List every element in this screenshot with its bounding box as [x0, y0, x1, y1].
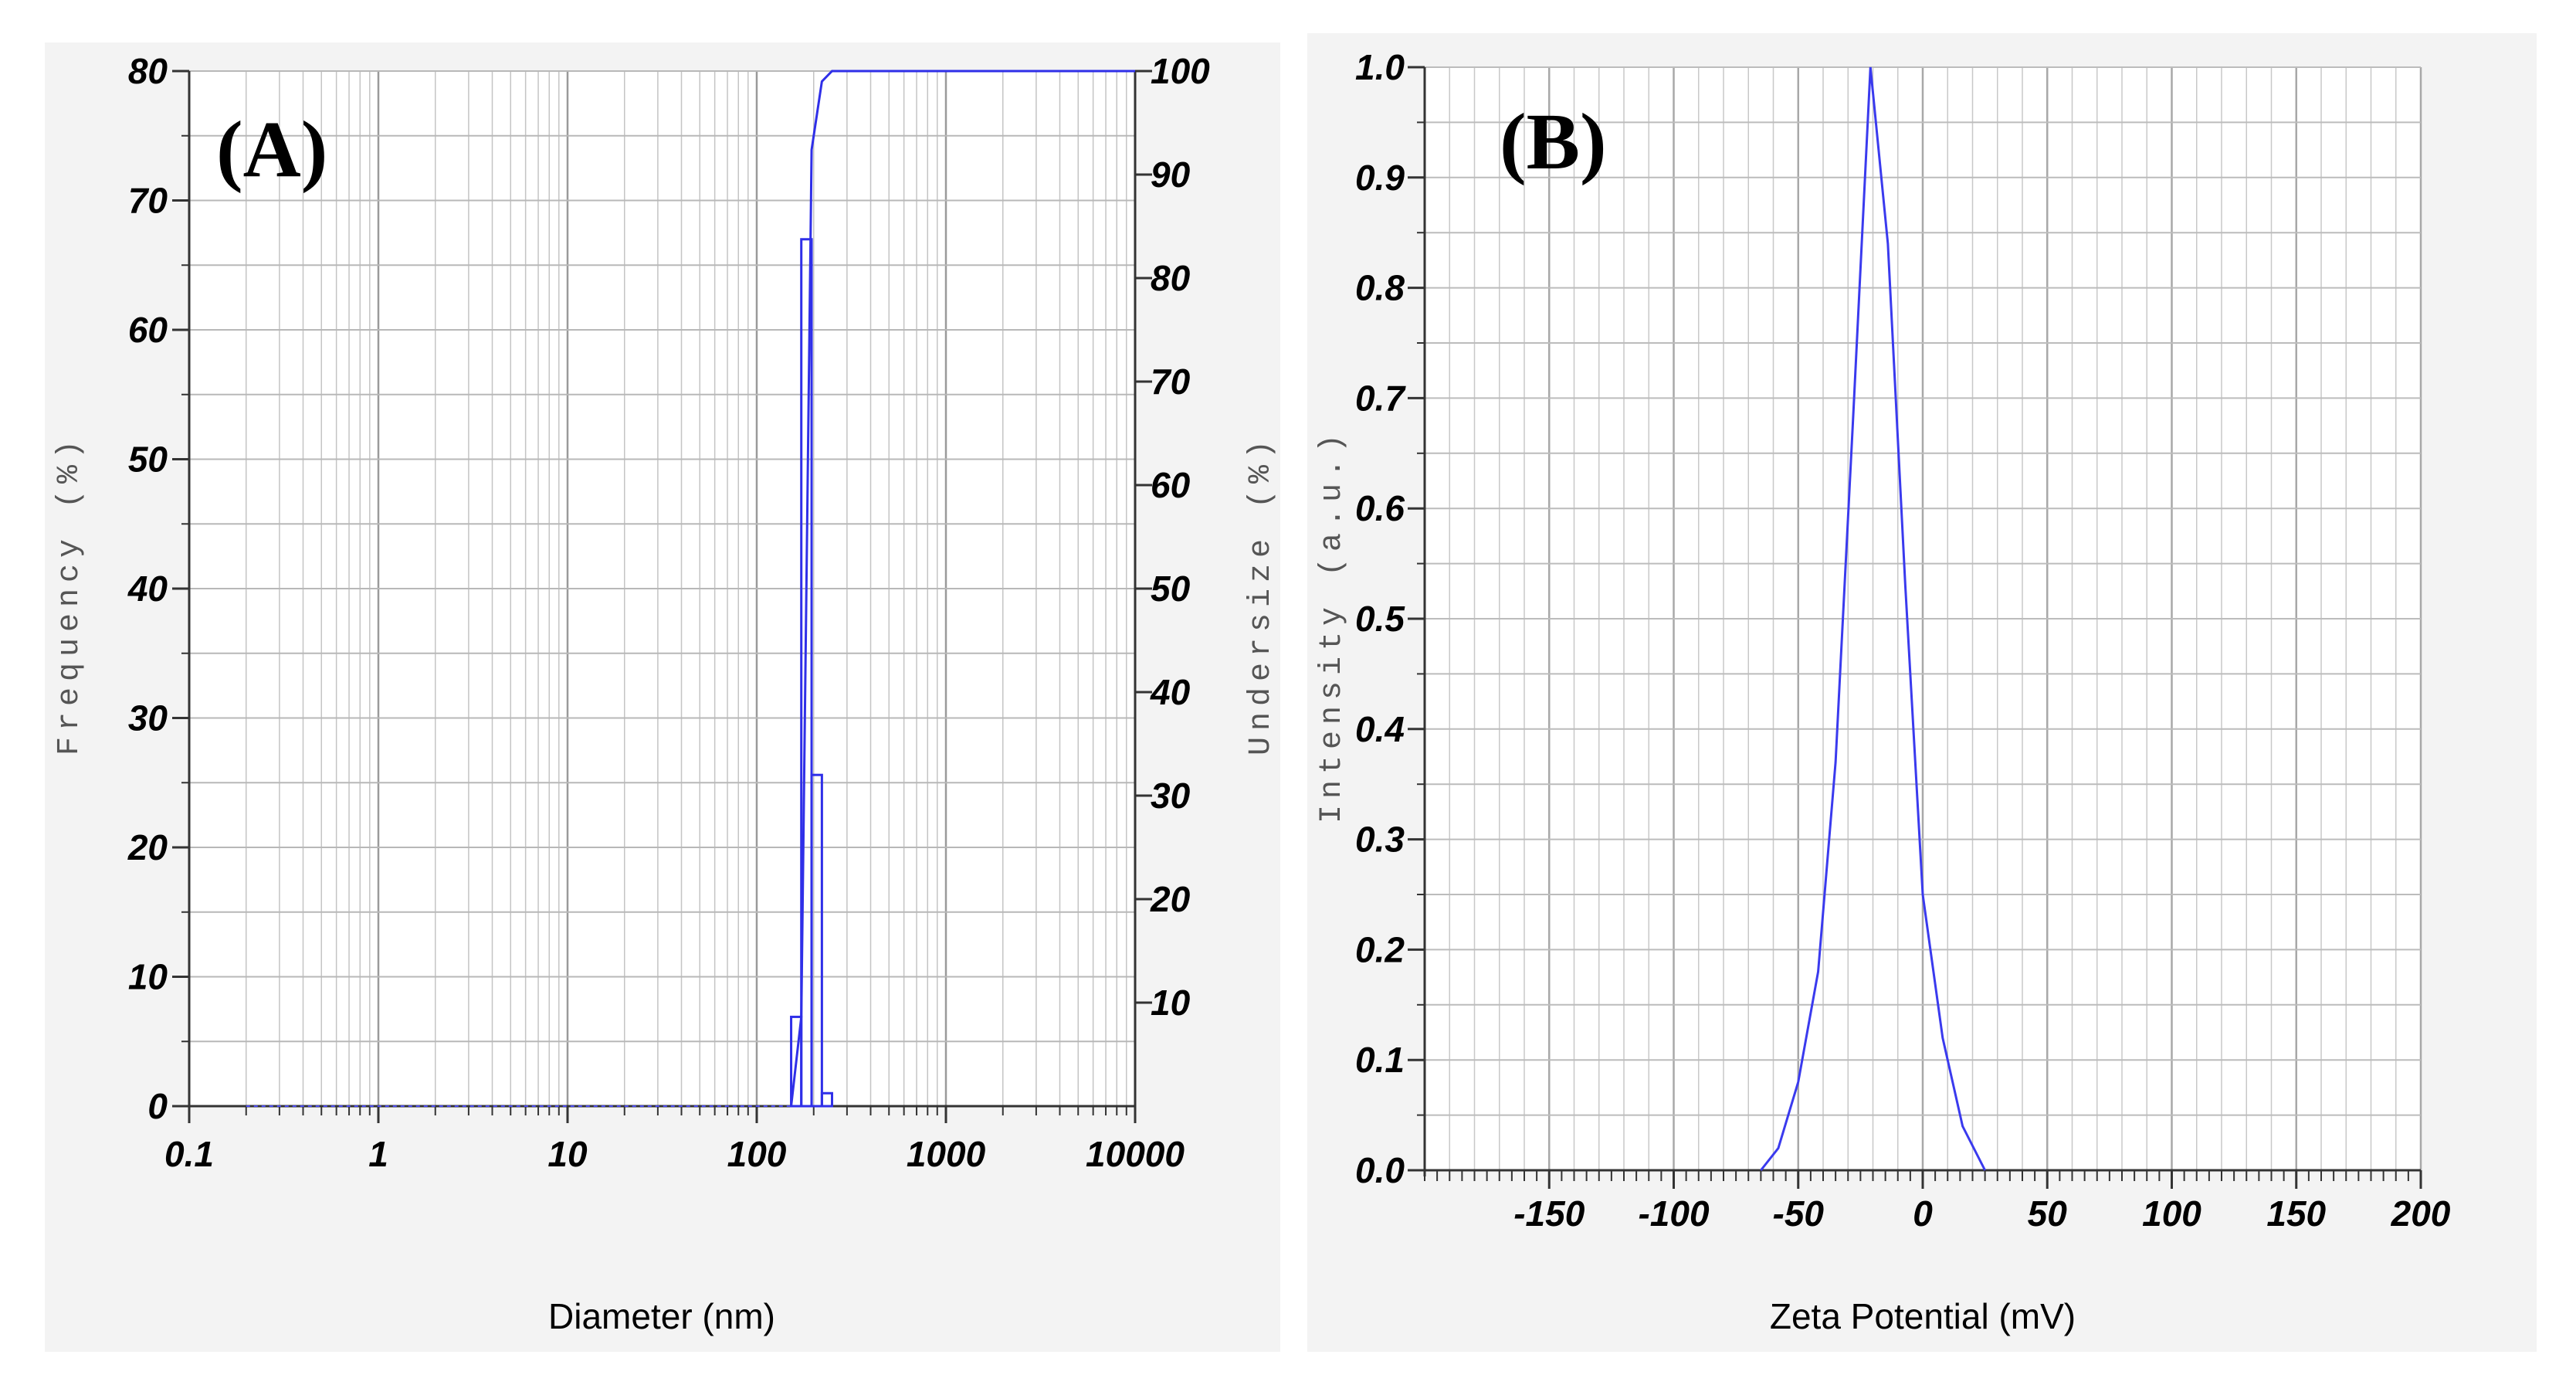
panel-b-tick-labels: 0.0 0.1 0.2 0.3 0.4 0.5 0.6 0.7 0.8 0.9 1.0 -150 -10… — [1355, 47, 2451, 1234]
a-y-tick-label: 60 — [128, 310, 168, 350]
a-y2-tick-label: 40 — [1150, 672, 1191, 712]
panel-b-x-axis-label: Zeta Potential (mV) — [1770, 1296, 2076, 1336]
panel-a-x-axis-label: Diameter (nm) — [548, 1296, 775, 1336]
b-x-tick-label: -50 — [1773, 1193, 1825, 1234]
b-y-tick-label: 0.9 — [1355, 158, 1405, 198]
b-x-tick-label: 100 — [2142, 1193, 2201, 1234]
panel-a: 0 10 20 30 40 50 60 70 80 10 20 30 40 50 60 70 80 90 100 0.… — [45, 42, 1280, 1352]
panel-a-y2-axis-label: Undersize (%) — [1244, 434, 1279, 755]
a-x-tick-label: 100 — [727, 1134, 787, 1174]
b-y-tick-label: 0.4 — [1355, 709, 1405, 749]
b-y-tick-label: 0.1 — [1355, 1040, 1405, 1080]
a-y-tick-label: 80 — [128, 51, 168, 91]
panel-b-grid — [1423, 66, 2422, 1171]
a-y2-tick-label: 100 — [1151, 51, 1210, 91]
a-y-tick-label: 40 — [127, 569, 168, 609]
b-x-tick-label: 50 — [2028, 1193, 2068, 1234]
a-y-tick-label: 20 — [127, 827, 168, 867]
a-y-tick-label: 0 — [147, 1086, 168, 1126]
a-y2-tick-label: 50 — [1151, 569, 1191, 609]
b-x-tick-label: 0 — [1913, 1193, 1933, 1234]
b-y-tick-label: 0.3 — [1355, 820, 1405, 860]
panel-a-label: (A) — [216, 105, 327, 194]
frequency-bar — [810, 773, 823, 1108]
b-x-tick-label: 150 — [2266, 1193, 2326, 1234]
panel-b-axes — [1408, 66, 2422, 1189]
a-y2-tick-label: 10 — [1151, 983, 1191, 1023]
b-x-tick-label: 200 — [2391, 1193, 2451, 1234]
b-y-tick-label: 0.0 — [1355, 1150, 1405, 1190]
panel-b-y-axis-label: Intensity (a.u.) — [1315, 428, 1350, 823]
a-y-tick-label: 70 — [128, 181, 168, 221]
a-y2-tick-label: 30 — [1151, 776, 1191, 816]
a-x-tick-label: 10 — [547, 1134, 588, 1174]
a-y-tick-label: 30 — [128, 698, 168, 738]
a-y2-tick-label: 90 — [1151, 154, 1191, 195]
a-y2-tick-label: 60 — [1151, 465, 1191, 505]
panel-a-y-axis-label: Frequency (%) — [53, 434, 87, 755]
panel-b: 0.0 0.1 0.2 0.3 0.4 0.5 0.6 0.7 0.8 0.9 1.0 -150 -10… — [1307, 33, 2537, 1352]
undersize-line — [790, 70, 1135, 1107]
b-y-tick-label: 0.2 — [1355, 929, 1405, 969]
a-y2-tick-label: 70 — [1151, 362, 1191, 402]
b-x-tick-label: -150 — [1513, 1193, 1585, 1234]
panel-a-data — [246, 70, 1135, 1108]
a-y2-tick-label: 80 — [1151, 258, 1191, 298]
panel-a-grid — [188, 70, 1137, 1107]
b-y-tick-label: 0.5 — [1355, 599, 1405, 639]
a-x-tick-label: 1000 — [907, 1134, 986, 1174]
b-x-tick-label: -100 — [1638, 1193, 1709, 1234]
frequency-bar — [820, 1091, 833, 1108]
frequency-bar — [800, 238, 813, 1108]
b-y-tick-label: 0.8 — [1355, 268, 1405, 308]
panel-a-tick-labels: 0 10 20 30 40 50 60 70 80 10 20 30 40 50 60 70 80 90 100 0.… — [127, 51, 1210, 1174]
b-y-tick-label: 1.0 — [1355, 47, 1405, 87]
b-y-tick-label: 0.6 — [1355, 488, 1405, 528]
panel-b-data — [1760, 66, 1986, 1171]
a-y2-tick-label: 20 — [1150, 879, 1191, 919]
panel-b-label: (B) — [1500, 97, 1607, 186]
zeta-potential-line — [1760, 66, 1986, 1171]
a-x-tick-label: 1 — [368, 1134, 388, 1174]
panel-a-axes — [172, 70, 1152, 1123]
a-y-tick-label: 10 — [128, 957, 168, 997]
b-y-tick-label: 0.7 — [1355, 378, 1406, 418]
a-x-tick-label: 0.1 — [164, 1134, 214, 1174]
a-x-tick-label: 10000 — [1086, 1134, 1185, 1174]
a-y-tick-label: 50 — [128, 440, 168, 480]
